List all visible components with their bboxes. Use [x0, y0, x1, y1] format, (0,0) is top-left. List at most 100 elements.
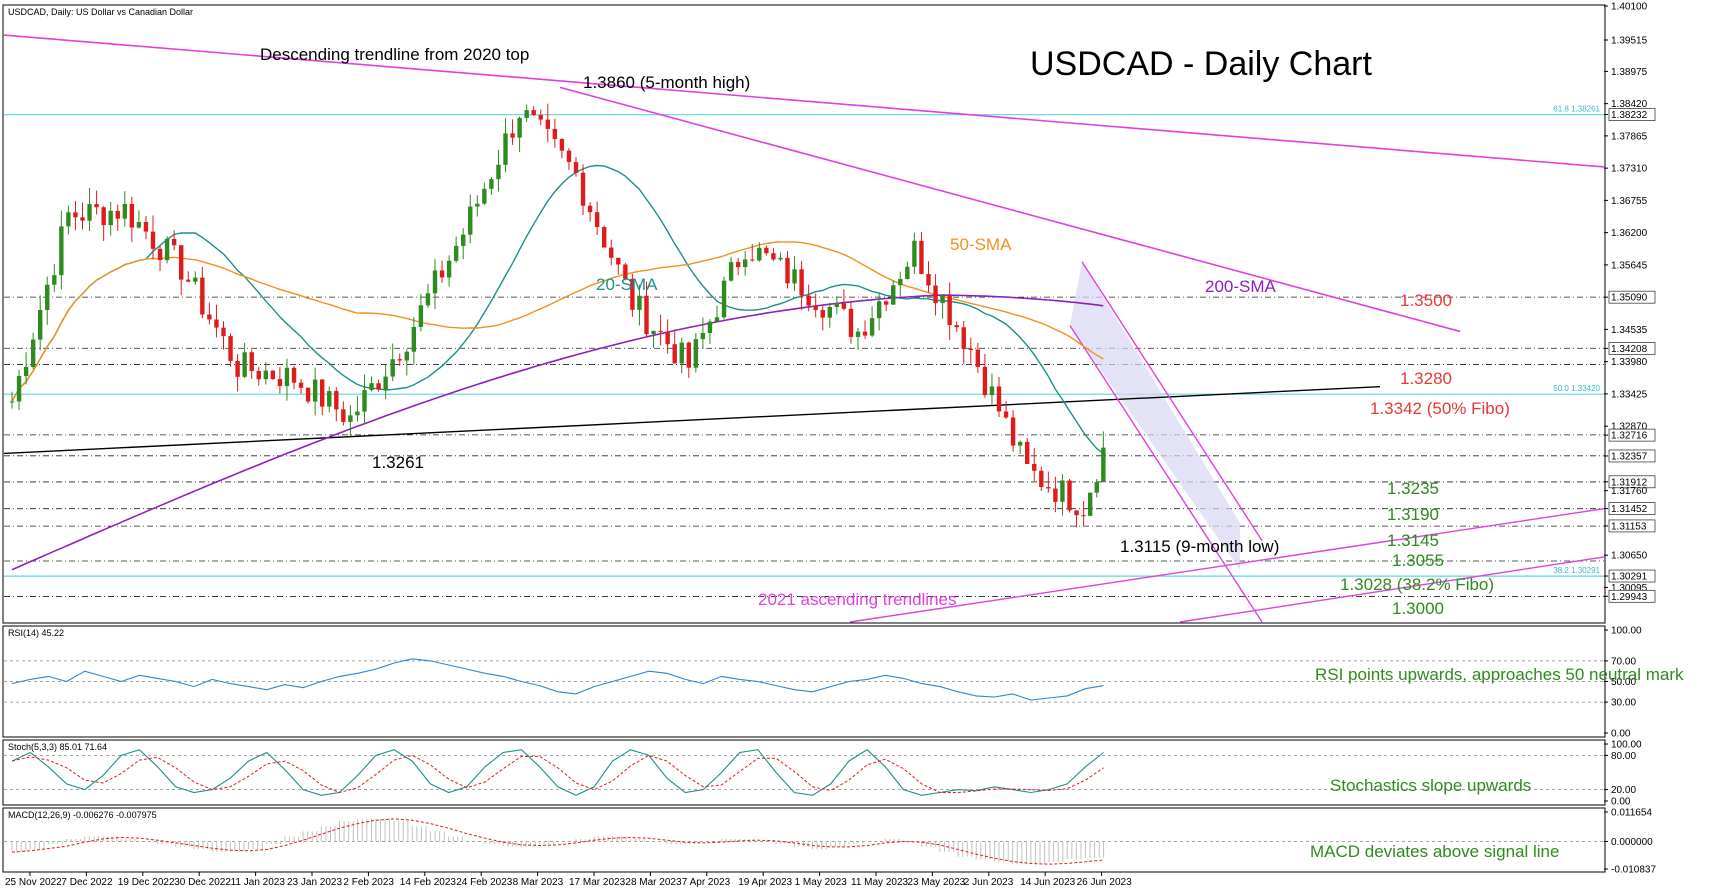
candle-down: [298, 382, 304, 388]
annotation-1-3261: 1.3261: [372, 453, 424, 472]
candle-down: [1074, 510, 1079, 516]
candle-down: [73, 212, 78, 218]
candle-down: [968, 349, 973, 351]
candle-up: [778, 257, 783, 260]
candle-down: [771, 253, 776, 260]
fibo-level-label: 50.0 1.33420: [1553, 384, 1600, 393]
candle-down: [179, 245, 184, 280]
candle-down: [658, 330, 663, 332]
date-tick-label: 11 May 2023: [851, 877, 909, 888]
price-tick-label: 1.39515: [1611, 35, 1648, 46]
price-tick-label: 1.32870: [1611, 422, 1648, 433]
candle-up: [52, 275, 57, 285]
candle-up: [193, 277, 198, 282]
date-tick-label: 30 Dec 2022: [174, 877, 231, 888]
candle-down: [735, 262, 741, 268]
candle-up: [468, 206, 473, 235]
candle-down: [80, 217, 85, 221]
candle-up: [369, 383, 374, 390]
candle-down: [799, 269, 804, 296]
candle-down: [919, 240, 924, 275]
candles: [9, 103, 1106, 528]
date-tick-label: 19 Apr 2023: [738, 877, 792, 888]
candle-down: [94, 204, 99, 208]
candle-up: [1017, 441, 1023, 446]
descending-trendline-2020: [3, 34, 1605, 168]
candle-up: [1060, 480, 1065, 502]
annotation-200-sma: 200-SMA: [1205, 277, 1277, 296]
candle-down: [933, 285, 938, 304]
rsi-annotation: RSI points upwards, approaches 50 neutra…: [1315, 665, 1684, 684]
date-tick-label: 2 Jun 2023: [964, 877, 1014, 888]
candle-up: [728, 262, 734, 281]
candle-up: [425, 293, 431, 306]
candle-down: [672, 344, 677, 364]
indicator-tick-label: -0.010837: [1611, 865, 1656, 876]
candle-up: [66, 212, 71, 227]
candle-up: [792, 269, 797, 284]
candle-down: [602, 227, 607, 248]
price-tick-label: 1.33425: [1611, 389, 1648, 400]
candle-down: [228, 336, 233, 361]
candle-down: [334, 391, 339, 410]
candle-up: [411, 326, 417, 352]
date-tick-label: 24 Feb 2023: [456, 877, 513, 888]
annotation-1-3235: 1.3235: [1387, 479, 1439, 498]
annotation-9-month-low: 1.3115 (9-month low): [1120, 537, 1279, 556]
candle-up: [16, 375, 22, 402]
price-tick-label: 1.30291: [1611, 572, 1648, 583]
candle-up: [869, 318, 875, 336]
indicator-tick-label: 0.000000: [1611, 837, 1653, 848]
price-tick-label: 1.34535: [1611, 325, 1648, 336]
ascending-trendline-lower: [1179, 556, 1605, 623]
fibo-level-label: 61.8 1.38261: [1553, 105, 1600, 114]
date-tick-label: 8 Mar 2023: [513, 877, 564, 888]
candle-up: [312, 379, 318, 402]
rsi-header: RSI(14) 45.22: [8, 628, 64, 638]
price-tick-box: [1608, 428, 1656, 442]
date-tick-label: 25 Nov 2022: [5, 877, 62, 888]
price-tick-box: [1608, 475, 1656, 489]
candle-down: [1046, 487, 1051, 489]
price-tick-label: 1.35090: [1611, 293, 1648, 304]
candle-up: [707, 321, 713, 333]
candle-down: [806, 295, 811, 306]
annotation-1-3280: 1.3280: [1400, 369, 1452, 388]
candle-down: [848, 308, 854, 337]
candle-up: [23, 366, 29, 376]
annotation-1-3145: 1.3145: [1387, 531, 1439, 550]
channel-fill: [1070, 261, 1240, 570]
date-tick-label: 17 Mar 2023: [569, 877, 626, 888]
price-tick-label: 1.34208: [1611, 344, 1648, 355]
candle-up: [989, 386, 995, 396]
candle-up: [263, 370, 268, 380]
date-tick-label: 7 Dec 2022: [61, 877, 113, 888]
candle-down: [587, 205, 593, 213]
annotation-1-3500: 1.3500: [1400, 291, 1452, 310]
date-tick-label: 28 Mar 2023: [625, 877, 682, 888]
candle-down: [764, 247, 769, 254]
stoch-pane-frame: [2, 739, 1606, 806]
price-tick-label: 1.35645: [1611, 260, 1648, 271]
price-tick-label: 1.37865: [1611, 131, 1648, 142]
candle-down: [186, 279, 191, 282]
candle-up: [1101, 447, 1106, 483]
annotation-50-sma: 50-SMA: [950, 235, 1012, 254]
candle-down: [200, 277, 205, 315]
price-tick-label: 1.29943: [1611, 592, 1648, 603]
candle-up: [9, 401, 15, 403]
candle-up: [383, 376, 388, 390]
trend-lines: [3, 34, 1605, 623]
candle-down: [1067, 480, 1072, 511]
ascending-trendline-upper: [849, 507, 1605, 623]
date-tick-label: 11 Jan 2023: [231, 877, 286, 888]
support-trendline: [3, 385, 1381, 455]
stoch-annotation: Stochastics slope upwards: [1330, 776, 1531, 795]
candle-up: [284, 367, 290, 387]
candle-down: [559, 139, 565, 151]
candle-down: [101, 207, 106, 226]
candle-up: [30, 339, 36, 367]
